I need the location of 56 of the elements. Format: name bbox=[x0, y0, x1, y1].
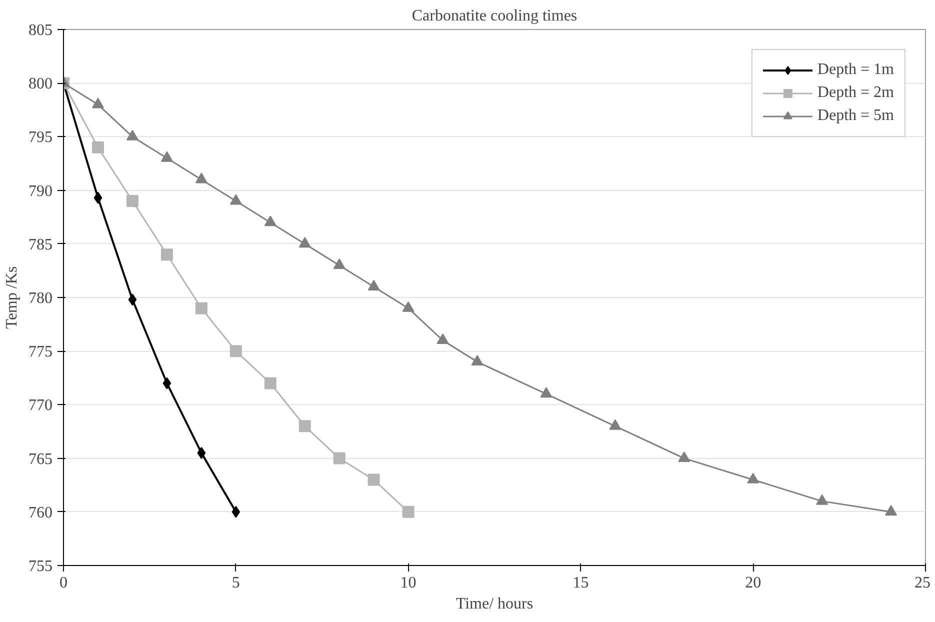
point bbox=[92, 141, 104, 154]
point bbox=[197, 446, 206, 459]
y-tick-label: 790 bbox=[28, 182, 52, 200]
point bbox=[402, 301, 414, 312]
y-tick-label: 800 bbox=[28, 76, 52, 93]
x-tick-label: 25 bbox=[914, 574, 930, 592]
x-axis-title: Time/ hours bbox=[456, 596, 534, 612]
point bbox=[816, 494, 828, 505]
chart-title: Carbonatite cooling times bbox=[412, 8, 578, 24]
point bbox=[333, 452, 346, 464]
y-tick-label: 775 bbox=[28, 344, 52, 361]
point bbox=[885, 505, 898, 516]
point bbox=[264, 216, 276, 226]
x-tick-label: 15 bbox=[572, 574, 589, 592]
point bbox=[126, 130, 138, 140]
legend-label: Depth = 5m bbox=[817, 107, 894, 125]
x-tick-label: 0 bbox=[60, 574, 68, 592]
y-tick-label: 795 bbox=[28, 129, 52, 146]
point bbox=[368, 474, 380, 486]
y-tick-label: 780 bbox=[28, 290, 52, 307]
point bbox=[160, 248, 173, 261]
x-tick-label: 5 bbox=[232, 574, 240, 592]
y-tick-label: 760 bbox=[28, 504, 52, 522]
point bbox=[298, 237, 311, 248]
point bbox=[436, 334, 449, 344]
point bbox=[230, 194, 242, 205]
point bbox=[333, 258, 346, 270]
x-tick-label: 20 bbox=[745, 574, 762, 592]
point bbox=[298, 420, 311, 432]
x-tick-label: 10 bbox=[400, 574, 416, 592]
point bbox=[402, 506, 414, 518]
point bbox=[160, 151, 173, 162]
point bbox=[264, 377, 276, 390]
point bbox=[678, 451, 690, 462]
point bbox=[94, 192, 102, 204]
y-axis-title: Temp /Ks bbox=[4, 266, 20, 329]
y-tick-label: 805 bbox=[28, 22, 52, 39]
point bbox=[195, 172, 208, 184]
point bbox=[368, 280, 380, 290]
y-tick-label: 765 bbox=[28, 450, 52, 468]
point bbox=[232, 506, 240, 518]
legend-label: Depth = 2m bbox=[817, 84, 894, 102]
point bbox=[128, 294, 137, 306]
point bbox=[92, 98, 104, 108]
point bbox=[195, 302, 208, 314]
point bbox=[162, 377, 172, 390]
legend-label: Depth = 1m bbox=[817, 61, 894, 79]
point bbox=[540, 387, 552, 398]
y-tick-label: 770 bbox=[28, 397, 52, 414]
y-tick-label: 755 bbox=[28, 558, 52, 575]
point bbox=[609, 419, 622, 430]
point bbox=[126, 195, 138, 208]
point bbox=[471, 354, 484, 366]
point bbox=[230, 345, 242, 358]
point bbox=[747, 472, 760, 484]
y-tick-label: 785 bbox=[28, 236, 52, 254]
